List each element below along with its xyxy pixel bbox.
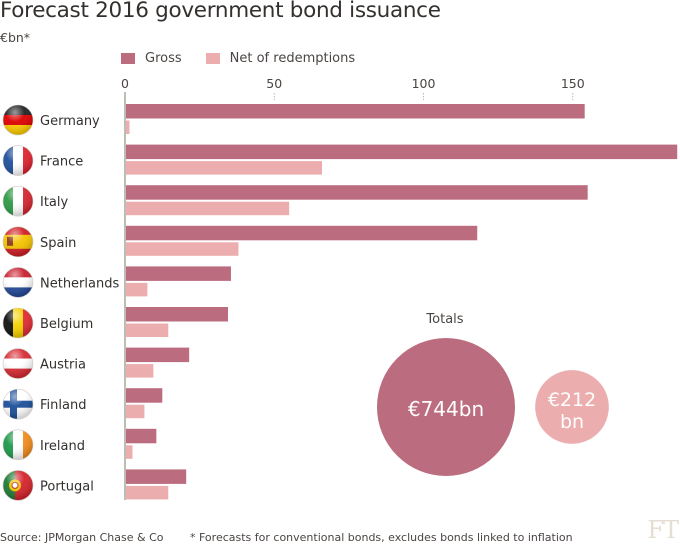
bar-gross (126, 266, 231, 281)
category-row: Germany (2, 104, 585, 136)
finland-flag-icon (2, 388, 34, 420)
bar-net (126, 445, 133, 459)
total-gross-value: €744bn (408, 397, 484, 421)
ireland-flag-icon (2, 429, 34, 461)
italy-flag-icon (2, 185, 34, 217)
category-row: Finland (2, 388, 163, 420)
bar-net (126, 404, 145, 419)
bar-net (126, 364, 154, 378)
x-tick-label: 100 (412, 76, 436, 91)
category-label: Belgium (40, 317, 93, 332)
footnote: * Forecasts for conventional bonds, excl… (190, 531, 573, 544)
total-net-unit: bn (560, 411, 584, 433)
source-note: Source: JPMorgan Chase & Co (0, 531, 164, 544)
bar-net (126, 485, 169, 500)
legend-swatch-gross (121, 53, 135, 64)
x-tick-label: 50 (266, 76, 282, 91)
belgium-flag-icon (2, 307, 34, 339)
x-tick-label: 0 (121, 76, 129, 91)
total-gross-bubble (377, 338, 515, 476)
bar-gross (126, 104, 585, 119)
bar-gross (126, 307, 228, 322)
france-flag-icon (2, 145, 34, 176)
legend-swatch-net (205, 53, 220, 64)
x-tick-label: 150 (561, 76, 585, 91)
legend-label-gross: Gross (145, 51, 182, 66)
category-row: Netherlands (2, 266, 231, 298)
bar-gross (126, 428, 157, 444)
category-label: Finland (40, 398, 86, 413)
category-label: Italy (40, 195, 69, 210)
portugal-flag-icon (2, 470, 34, 501)
category-row: Spain (2, 225, 478, 258)
bar-gross (126, 185, 588, 200)
category-row: France (2, 144, 678, 176)
bar-net (126, 323, 169, 337)
austria-flag-icon (2, 348, 34, 379)
category-label: Netherlands (40, 276, 119, 291)
totals-label: Totals (425, 312, 463, 327)
category-row: Ireland (2, 428, 157, 461)
legend-item-gross: Gross (121, 51, 182, 66)
category-label: Austria (40, 358, 86, 373)
category-label: Ireland (40, 439, 85, 454)
bar-gross (126, 469, 187, 484)
total-net-value: €212 (548, 389, 596, 411)
bar-gross (126, 347, 190, 363)
bar-net (126, 161, 323, 175)
germany-flag-icon (2, 104, 34, 136)
bar-gross (126, 388, 163, 403)
bar-net (126, 282, 148, 297)
legend-item-net: Net of redemptions (205, 51, 356, 66)
legend-label-net: Net of redemptions (229, 51, 356, 66)
spain-flag-icon (2, 226, 34, 258)
bar-gross (126, 225, 478, 241)
chart-title: Forecast 2016 government bond issuance (0, 0, 441, 23)
bar-net (126, 242, 239, 256)
total-net-bubble (535, 370, 609, 444)
legend: Gross Net of redemptions (121, 51, 379, 66)
category-row: Belgium (2, 307, 228, 339)
category-row: Portugal (2, 469, 187, 501)
category-row: Austria (2, 347, 190, 379)
category-label: Spain (40, 236, 76, 251)
ft-logo: FT (647, 516, 679, 544)
chart-unit: €bn* (0, 30, 31, 45)
category-label: France (40, 155, 83, 170)
category-row: Italy (2, 185, 588, 217)
bar-net (126, 201, 290, 216)
bar-gross (126, 144, 678, 160)
category-label: Germany (40, 114, 100, 129)
bar-net (126, 120, 130, 134)
category-label: Portugal (40, 479, 94, 494)
netherlands-flag-icon (2, 267, 34, 298)
